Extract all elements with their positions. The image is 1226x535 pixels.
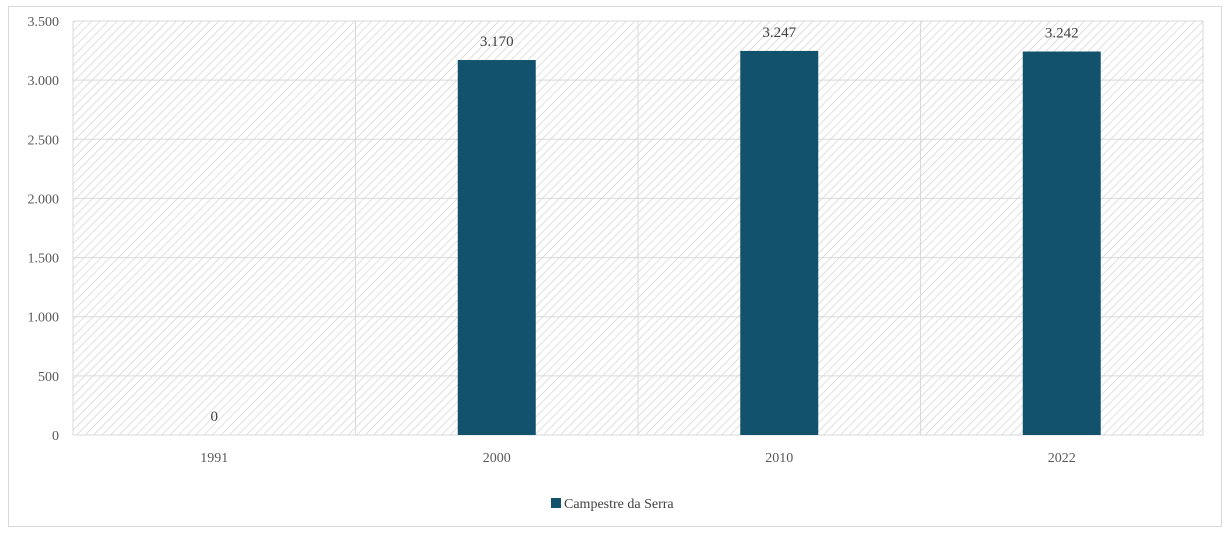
y-tick-label: 1.000 <box>28 311 60 326</box>
data-labels: 0 3.170 3.247 3.242 <box>211 25 1079 425</box>
bar-2010 <box>740 50 819 436</box>
legend-swatch <box>551 498 561 508</box>
x-axis: 1991 2000 2010 2022 <box>200 451 1076 466</box>
y-tick-label: 3.000 <box>28 74 60 89</box>
x-tick-label: 2022 <box>1048 451 1076 466</box>
y-tick-label: 0 <box>52 429 59 444</box>
x-tick-label: 1991 <box>200 451 228 466</box>
y-tick-label: 1.500 <box>28 252 60 267</box>
bar-2000 <box>457 60 536 435</box>
y-tick-label: 500 <box>38 370 59 385</box>
x-tick-label: 2010 <box>765 451 793 466</box>
data-label-2010: 3.247 <box>762 25 796 41</box>
y-tick-label: 2.000 <box>28 192 60 207</box>
data-label-1991: 0 <box>211 409 219 425</box>
legend: Campestre da Serra <box>551 497 674 512</box>
x-tick-label: 2000 <box>483 451 511 466</box>
gridlines <box>72 20 1204 436</box>
bar-2022 <box>1022 51 1101 436</box>
chart-frame: 0 3.170 3.247 3.242 0 500 1.000 1.500 2.000 2.50… <box>8 6 1222 527</box>
y-tick-label: 3.500 <box>28 15 60 30</box>
y-tick-label: 2.500 <box>28 133 60 148</box>
bars <box>457 50 1101 436</box>
data-label-2022: 3.242 <box>1045 26 1079 42</box>
y-axis: 0 500 1.000 1.500 2.000 2.500 3.000 3.500 <box>28 15 60 444</box>
legend-label: Campestre da Serra <box>564 497 674 512</box>
data-label-2000: 3.170 <box>480 34 514 50</box>
